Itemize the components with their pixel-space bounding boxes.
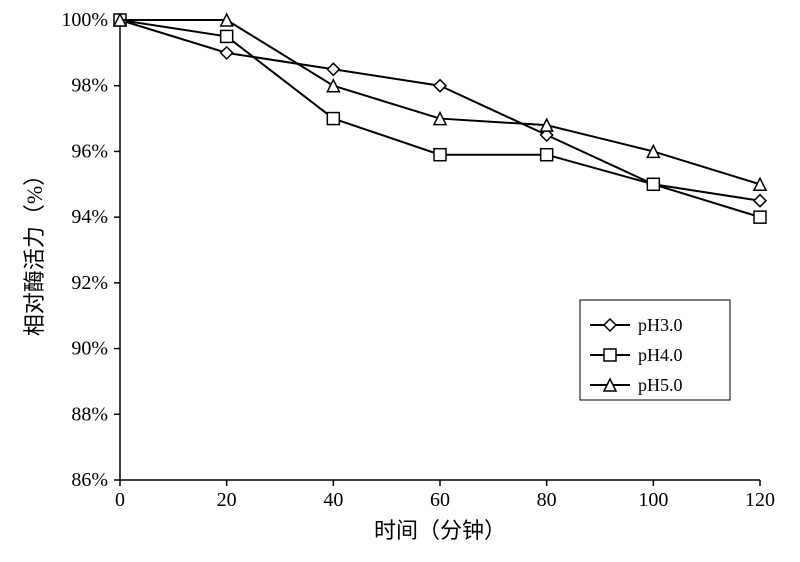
y-tick-label: 100% [61, 9, 108, 31]
x-tick-label: 100 [638, 489, 668, 511]
data-marker [434, 80, 446, 92]
data-marker [327, 63, 339, 75]
data-marker [647, 145, 659, 157]
y-tick-label: 94% [71, 206, 108, 228]
data-marker [541, 149, 553, 161]
y-tick-label: 96% [71, 140, 108, 162]
x-axis-label: 时间（分钟） [374, 518, 506, 543]
data-marker [434, 149, 446, 161]
x-tick-label: 60 [430, 489, 450, 511]
y-tick-label: 92% [71, 272, 108, 294]
y-tick-label: 86% [71, 469, 108, 491]
data-marker [327, 113, 339, 125]
data-marker [754, 195, 766, 207]
data-marker [221, 47, 233, 59]
x-tick-label: 0 [115, 489, 125, 511]
legend-label: pH5.0 [638, 375, 683, 395]
line-chart: 86% 88% 90% 92% 94% 96% 98% 100% 0 20 40 60 80 100 120… [0, 0, 800, 562]
y-tick-label: 90% [71, 338, 108, 360]
data-marker [754, 211, 766, 223]
legend-label: pH3.0 [638, 315, 683, 335]
data-marker [647, 178, 659, 190]
data-marker [327, 80, 339, 92]
data-marker [754, 178, 766, 190]
legend-label: pH4.0 [638, 345, 683, 365]
x-tick-label: 80 [537, 489, 557, 511]
series-line [120, 20, 760, 201]
y-axis-label: 相对酶活力（%） [22, 164, 47, 336]
y-tick-label: 88% [71, 403, 108, 425]
y-tick-label: 98% [71, 75, 108, 97]
legend-marker [604, 349, 616, 361]
x-tick-label: 40 [323, 489, 343, 511]
x-tick-label: 120 [745, 489, 775, 511]
x-tick-label: 20 [217, 489, 237, 511]
data-marker [221, 30, 233, 42]
